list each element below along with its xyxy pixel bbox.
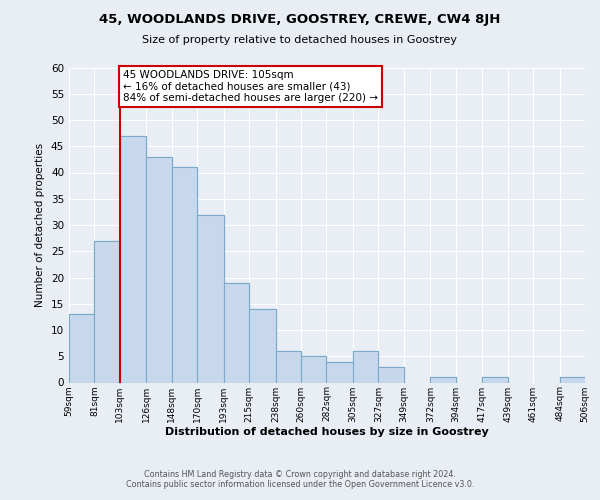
Bar xyxy=(353,351,379,382)
Bar xyxy=(224,283,249,382)
Text: 45 WOODLANDS DRIVE: 105sqm
← 16% of detached houses are smaller (43)
84% of semi: 45 WOODLANDS DRIVE: 105sqm ← 16% of deta… xyxy=(123,70,378,103)
Bar xyxy=(94,241,120,382)
Bar xyxy=(146,157,172,382)
Bar xyxy=(197,214,224,382)
Bar xyxy=(172,167,197,382)
Bar xyxy=(69,314,94,382)
Bar xyxy=(94,241,120,382)
Bar xyxy=(430,377,456,382)
Bar xyxy=(301,356,326,382)
Bar xyxy=(353,351,379,382)
Bar xyxy=(560,377,585,382)
Bar xyxy=(249,309,275,382)
Bar xyxy=(249,309,275,382)
Bar xyxy=(379,367,404,382)
Bar xyxy=(275,351,301,382)
Bar xyxy=(326,362,353,382)
Bar xyxy=(120,136,146,382)
X-axis label: Distribution of detached houses by size in Goostrey: Distribution of detached houses by size … xyxy=(165,427,489,437)
Bar xyxy=(379,367,404,382)
Bar xyxy=(301,356,326,382)
Bar xyxy=(120,136,146,382)
Bar xyxy=(69,314,94,382)
Text: Contains HM Land Registry data © Crown copyright and database right 2024.
Contai: Contains HM Land Registry data © Crown c… xyxy=(126,470,474,489)
Text: 45, WOODLANDS DRIVE, GOOSTREY, CREWE, CW4 8JH: 45, WOODLANDS DRIVE, GOOSTREY, CREWE, CW… xyxy=(100,12,500,26)
Bar xyxy=(560,377,585,382)
Bar xyxy=(172,167,197,382)
Bar xyxy=(482,377,508,382)
Bar xyxy=(275,351,301,382)
Text: Size of property relative to detached houses in Goostrey: Size of property relative to detached ho… xyxy=(143,35,458,45)
Bar xyxy=(430,377,456,382)
Bar xyxy=(197,214,224,382)
Bar xyxy=(224,283,249,382)
Bar xyxy=(482,377,508,382)
Bar xyxy=(146,157,172,382)
Bar xyxy=(326,362,353,382)
Y-axis label: Number of detached properties: Number of detached properties xyxy=(35,143,46,307)
